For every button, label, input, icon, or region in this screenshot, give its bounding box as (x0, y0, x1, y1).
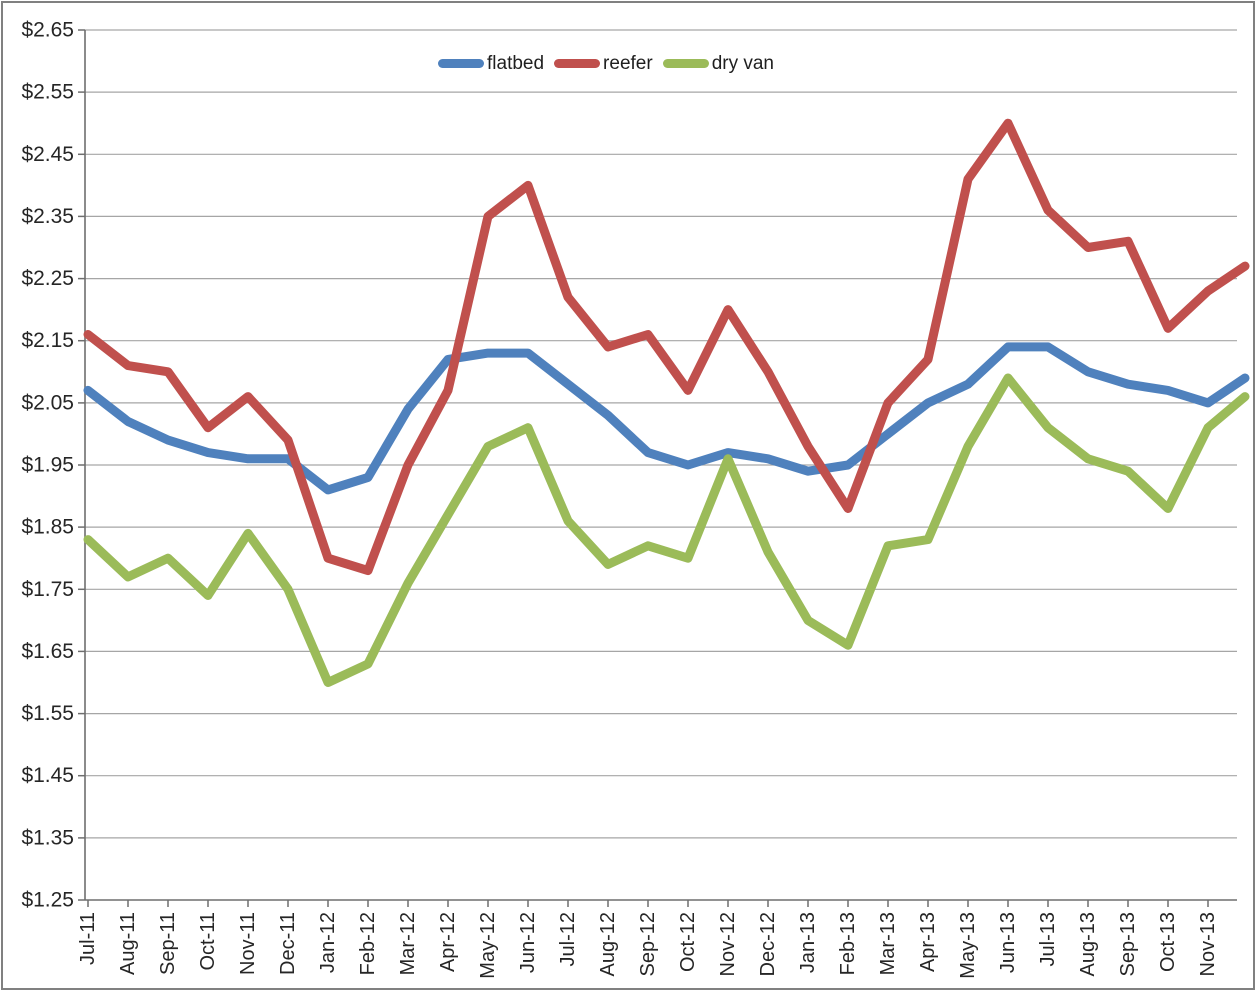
y-axis-label: $2.05 (21, 391, 74, 414)
x-axis-label: May-12 (477, 912, 499, 979)
x-axis-label: Nov-13 (1197, 912, 1219, 976)
x-axis-label: Aug-11 (117, 912, 139, 975)
x-axis-label: Aug-12 (597, 912, 619, 977)
x-axis-label: Sep-11 (157, 912, 179, 975)
x-axis-label: Jul-12 (557, 912, 579, 966)
reefer-series-line (83, 118, 1250, 576)
x-axis-label: Aug-13 (1077, 912, 1099, 977)
x-axis-label: Dec-11 (277, 912, 299, 975)
x-axis-label: Oct-11 (197, 912, 219, 971)
y-axis-label: $1.95 (21, 454, 74, 477)
dry-van-series-line (83, 373, 1250, 687)
x-axis-label: Mar-12 (397, 912, 419, 975)
x-axis-label: Apr-12 (437, 912, 459, 972)
x-axis-label: Oct-12 (677, 912, 699, 972)
reefer-line-swatch-icon (554, 59, 601, 68)
y-axis-label: $1.85 (21, 516, 74, 539)
y-axis-label: $1.35 (21, 826, 74, 849)
y-axis-label: $2.15 (21, 329, 74, 352)
x-axis-label: Sep-13 (1117, 912, 1139, 977)
legend-label-reefer: reefer (603, 53, 653, 74)
x-axis-label: Feb-12 (357, 912, 379, 975)
chart-legend: flatbed reefer dry van (438, 54, 774, 73)
x-axis-label: Mar-13 (877, 912, 899, 975)
flatbed-series-line (83, 342, 1250, 495)
legend-label-dry-van: dry van (711, 53, 774, 74)
legend-item-reefer: reefer (554, 54, 653, 73)
x-axis-label: Nov-12 (717, 912, 739, 976)
legend-label-flatbed: flatbed (487, 53, 545, 74)
x-axis-label: Feb-13 (837, 912, 859, 975)
flatbed-line-swatch-icon (438, 59, 484, 68)
x-axis-label: May-13 (957, 912, 979, 979)
x-axis-label: Jun-13 (997, 912, 1019, 973)
y-axis-label: $1.55 (21, 702, 74, 725)
y-axis-label: $2.55 (21, 81, 74, 104)
x-axis-label: Jul-11 (77, 912, 99, 965)
x-axis-label: Jan-12 (317, 912, 339, 973)
x-axis-label: Oct-13 (1157, 912, 1179, 972)
x-axis-label: Nov-11 (237, 912, 259, 975)
y-axis-label: $1.45 (21, 764, 74, 787)
x-axis-label: Sep-12 (637, 912, 659, 977)
y-axis-label: $1.65 (21, 640, 74, 663)
x-axis-label: Dec-12 (757, 912, 779, 976)
y-axis-label: $1.75 (21, 578, 74, 601)
y-axis-label: $2.35 (21, 205, 74, 228)
legend-item-flatbed: flatbed (438, 54, 544, 73)
y-axis-label: $2.45 (21, 143, 74, 166)
x-axis-label: Jun-12 (517, 912, 539, 973)
x-axis-label: Apr-13 (917, 912, 939, 972)
dry-van-line-swatch-icon (662, 59, 709, 68)
x-axis-label: Jul-13 (1037, 912, 1059, 966)
x-axis-label: Jan-13 (797, 912, 819, 973)
y-axis-label: $1.25 (21, 889, 74, 912)
legend-item-dry-van: dry van (662, 53, 774, 74)
y-axis-label: $2.65 (21, 19, 74, 42)
y-axis-label: $2.25 (21, 267, 74, 290)
